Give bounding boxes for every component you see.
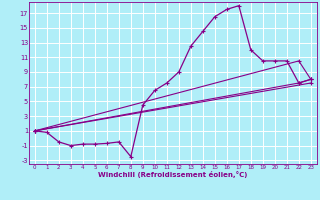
X-axis label: Windchill (Refroidissement éolien,°C): Windchill (Refroidissement éolien,°C) (98, 171, 247, 178)
